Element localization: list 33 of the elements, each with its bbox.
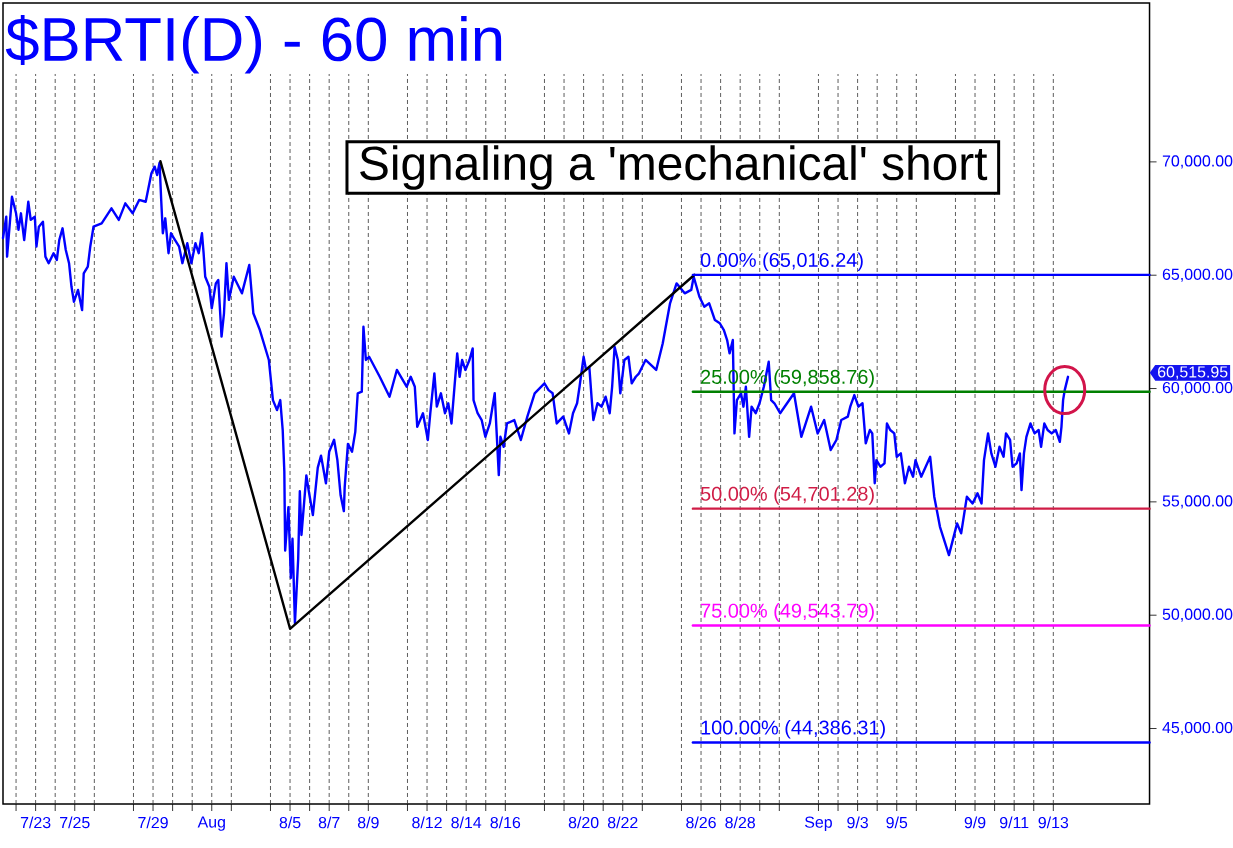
- x-tick-label: Sep: [805, 816, 832, 831]
- x-tick-label: 7/25: [60, 816, 90, 829]
- x-tick-label: 8/22: [607, 816, 638, 829]
- series-label: 75.00% (49,543.79): [701, 603, 874, 622]
- x-tick-label: 8/14: [451, 816, 482, 829]
- x-tick-label: 8/20: [568, 816, 599, 829]
- x-tick-label: 8/16: [490, 816, 521, 829]
- series-label: 0.00% (65,016.24): [700, 252, 863, 271]
- x-tick-label: 7/23: [20, 816, 51, 829]
- x-tick-label: 8/26: [686, 816, 716, 829]
- text: 60,515.95: [1158, 366, 1228, 380]
- x-tick-label: 8/12: [412, 816, 442, 829]
- x-tick-label: 8/28: [725, 816, 755, 829]
- y-tick-label: 50,000.00: [1162, 608, 1233, 622]
- chart-title: $BRTI(D) - 60 min: [5, 14, 502, 74]
- y-tick-label: 70,000.00: [1162, 155, 1233, 169]
- x-tick-label: 9/3: [847, 816, 868, 829]
- x-tick-label: 7/29: [138, 816, 168, 829]
- series-label: 100.00% (44,386.31): [701, 719, 885, 739]
- x-tick-label: 9/9: [964, 816, 986, 829]
- x-tick-label: 9/11: [1000, 816, 1029, 829]
- series-label: 50.00% (54,701.28): [700, 486, 874, 505]
- y-tick-label: 45,000.00: [1162, 721, 1233, 736]
- x-tick-label: 9/13: [1038, 816, 1069, 829]
- y-tick-label: 60,000.00: [1162, 381, 1233, 396]
- annotation: Signaling a 'mechanical' short: [360, 145, 988, 190]
- x-tick-label: Aug: [197, 816, 225, 831]
- x-tick-label: 9/5: [886, 816, 908, 829]
- x-tick-label: 8/5: [279, 816, 301, 829]
- x-tick-label: 8/9: [357, 816, 379, 829]
- y-tick-label: 65,000.00: [1162, 268, 1233, 282]
- y-tick-label: 55,000.00: [1162, 495, 1233, 509]
- x-tick-label: 8/7: [318, 816, 340, 829]
